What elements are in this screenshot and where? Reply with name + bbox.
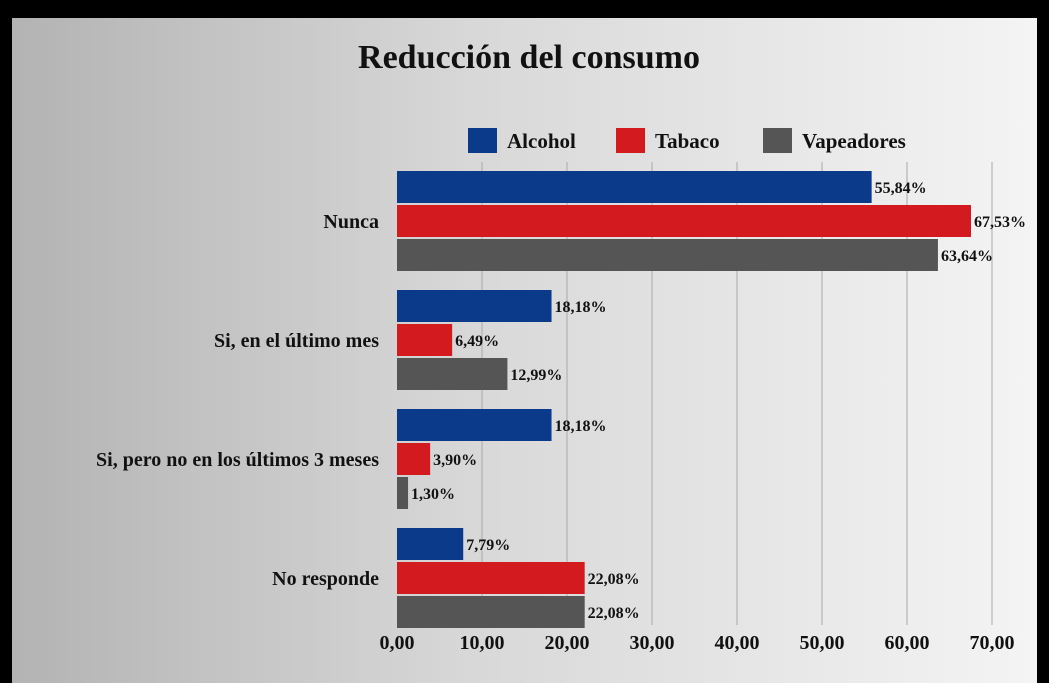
data-label-2-3: 22,08% <box>588 605 640 622</box>
legend: Alcohol Tabaco Vapeadores <box>468 128 906 153</box>
category-label-2: Si, pero no en los últimos 3 meses <box>96 449 379 471</box>
bar-2-0 <box>397 239 938 271</box>
bar-1-1 <box>397 324 453 356</box>
bar-2-2 <box>397 477 409 509</box>
bar-1-0 <box>397 205 972 237</box>
legend-swatch-0 <box>468 128 497 153</box>
data-label-1-1: 6,49% <box>455 333 499 350</box>
x-tick-label-2: 20,00 <box>545 632 590 654</box>
x-tick-label-5: 50,00 <box>800 632 845 654</box>
legend-swatch-1 <box>616 128 645 153</box>
data-label-0-0: 55,84% <box>875 180 927 197</box>
data-label-1-2: 3,90% <box>433 452 477 469</box>
bar-2-3 <box>397 596 585 628</box>
bar-0-2 <box>397 409 552 441</box>
x-axis-ticks: 0,00 10,00 20,00 30,00 40,00 50,00 60,00 70,00 <box>380 632 1015 654</box>
category-label-3: No responde <box>272 568 379 590</box>
category-label-0: Nunca <box>323 211 379 233</box>
bar-2-1 <box>397 358 508 390</box>
legend-swatch-2 <box>763 128 792 153</box>
data-labels: 55,84% 18,18% 18,18% 7,79% 67,53% 6,49% 3,90% 2… <box>411 180 1026 622</box>
x-tick-label-4: 40,00 <box>715 632 760 654</box>
x-tick-label-3: 30,00 <box>630 632 675 654</box>
bars <box>397 171 972 628</box>
data-label-0-3: 7,79% <box>466 537 510 554</box>
data-label-1-3: 22,08% <box>588 571 640 588</box>
bar-0-0 <box>397 171 872 203</box>
data-label-1-0: 67,53% <box>974 214 1026 231</box>
category-labels: Nunca Si, en el último mes Si, pero no en … <box>96 211 379 590</box>
bar-1-3 <box>397 562 585 594</box>
data-label-0-2: 18,18% <box>555 418 607 435</box>
chart-title: Reducción del consumo <box>358 39 700 76</box>
data-label-0-1: 18,18% <box>555 299 607 316</box>
data-label-2-1: 12,99% <box>510 367 562 384</box>
category-label-1: Si, en el último mes <box>214 330 379 352</box>
legend-label-0: Alcohol <box>507 129 576 153</box>
x-tick-label-1: 10,00 <box>460 632 505 654</box>
data-label-2-0: 63,64% <box>941 248 993 265</box>
legend-label-1: Tabaco <box>655 129 720 153</box>
bar-0-1 <box>397 290 552 322</box>
bar-1-2 <box>397 443 431 475</box>
x-tick-label-0: 0,00 <box>380 632 415 654</box>
x-tick-label-7: 70,00 <box>970 632 1015 654</box>
data-label-2-2: 1,30% <box>411 486 455 503</box>
bar-0-3 <box>397 528 464 560</box>
legend-label-2: Vapeadores <box>802 129 906 153</box>
x-tick-label-6: 60,00 <box>885 632 930 654</box>
